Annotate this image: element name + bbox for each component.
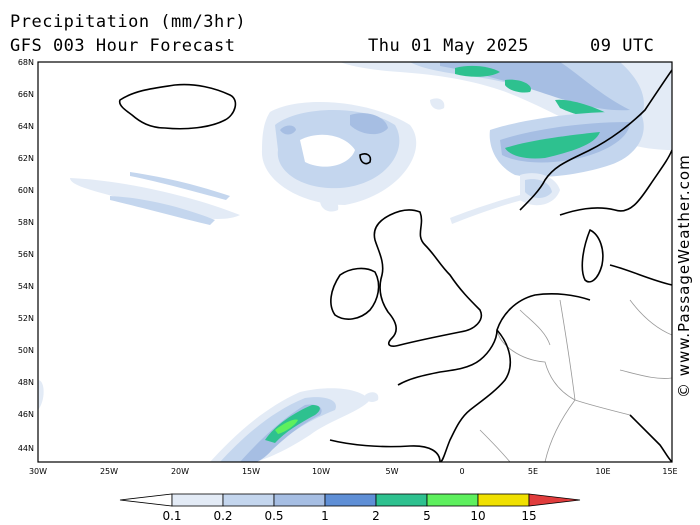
precip-area — [365, 392, 379, 403]
precip-area — [430, 98, 445, 110]
latitude-axis: 68N 66N 64N 62N 60N 58N 56N 54N 52N 50N … — [18, 58, 34, 453]
lon-label: 25W — [100, 467, 118, 476]
legend-swatch-lowest — [119, 493, 173, 507]
precip-area — [300, 134, 355, 167]
lat-label: 64N — [18, 122, 34, 131]
precip-area — [130, 172, 230, 200]
border-line — [619, 369, 672, 379]
britain-coast — [373, 209, 482, 347]
france-coast — [397, 329, 512, 462]
legend-swatch — [273, 493, 326, 507]
credit-watermark: © www.PassageWeather.com — [675, 154, 693, 398]
iberia-coast — [329, 439, 441, 462]
lat-label: 54N — [18, 282, 34, 291]
precip-area — [320, 198, 339, 212]
legend-label: 0.1 — [162, 509, 181, 523]
lon-label: 0 — [459, 467, 464, 476]
lon-label: 10W — [312, 467, 330, 476]
border-line — [479, 429, 511, 462]
lon-label: 5E — [528, 467, 538, 476]
lon-label: 20W — [171, 467, 189, 476]
lon-label: 10E — [595, 467, 610, 476]
precip-area — [110, 196, 215, 225]
netherlands-coast — [496, 293, 591, 331]
border-line — [544, 399, 576, 462]
precip-area — [70, 178, 240, 219]
border-line — [574, 399, 631, 416]
legend-label: 10 — [470, 509, 485, 523]
lat-label: 62N — [18, 154, 34, 163]
coastlines — [118, 69, 672, 462]
lon-label: 15E — [662, 467, 677, 476]
legend-label: 15 — [521, 509, 536, 523]
lat-label: 48N — [18, 378, 34, 387]
precipitation-layer — [38, 62, 672, 462]
map-frame — [37, 61, 673, 463]
lat-label: 46N — [18, 410, 34, 419]
precip-area — [280, 125, 296, 135]
precip-area — [455, 65, 500, 77]
precip-area — [350, 113, 388, 135]
legend-swatch — [324, 493, 377, 507]
border-line — [629, 299, 672, 336]
lat-label: 68N — [18, 58, 34, 67]
lat-label: 66N — [18, 90, 34, 99]
legend-label: 5 — [423, 509, 431, 523]
legend-swatch — [171, 493, 224, 507]
model-label: GFS 003 Hour Forecast — [10, 36, 236, 56]
precip-area — [38, 380, 44, 410]
forecast-time: 09 UTC — [590, 36, 655, 56]
chart-title: Precipitation (mm/3hr) — [10, 12, 247, 32]
precip-area — [505, 132, 600, 159]
precip-area — [275, 419, 298, 434]
border-line — [519, 309, 551, 346]
longitude-axis: 30W 25W 20W 15W 10W 5W 0 5E 10E 15E — [29, 467, 678, 476]
baltic-coast — [609, 264, 672, 286]
lat-label: 50N — [18, 346, 34, 355]
italy-coast — [629, 414, 672, 462]
denmark-coast — [581, 229, 604, 283]
norway-coast — [519, 69, 672, 211]
lon-label: 15W — [242, 467, 260, 476]
precip-area — [505, 79, 531, 93]
lat-label: 60N — [18, 186, 34, 195]
lon-label: 5W — [386, 467, 399, 476]
lat-label: 44N — [18, 444, 34, 453]
legend-swatch-highest — [528, 493, 581, 507]
credit-text: © www.PassageWeather.com — [675, 154, 693, 398]
sweden-coast — [559, 149, 672, 216]
legend-label: 0.5 — [264, 509, 283, 523]
border-line — [559, 299, 576, 401]
lat-label: 58N — [18, 218, 34, 227]
lon-label: 30W — [29, 467, 47, 476]
country-borders — [479, 299, 672, 462]
lat-label: 52N — [18, 314, 34, 323]
border-line — [496, 329, 576, 401]
ireland-coast — [330, 267, 380, 320]
precip-area — [450, 195, 522, 224]
faroes-coast — [359, 153, 372, 165]
legend-label: 1 — [321, 509, 329, 523]
legend-swatch — [477, 493, 530, 507]
precip-legend: 0.1 0.2 0.5 1 2 5 10 15 — [119, 493, 581, 523]
lat-label: 56N — [18, 250, 34, 259]
legend-label: 0.2 — [213, 509, 232, 523]
legend-label: 2 — [372, 509, 380, 523]
forecast-date: Thu 01 May 2025 — [368, 36, 530, 56]
legend-swatch — [375, 493, 428, 507]
legend-swatch — [222, 493, 275, 507]
legend-swatch — [426, 493, 479, 507]
iceland-coast — [118, 83, 237, 130]
